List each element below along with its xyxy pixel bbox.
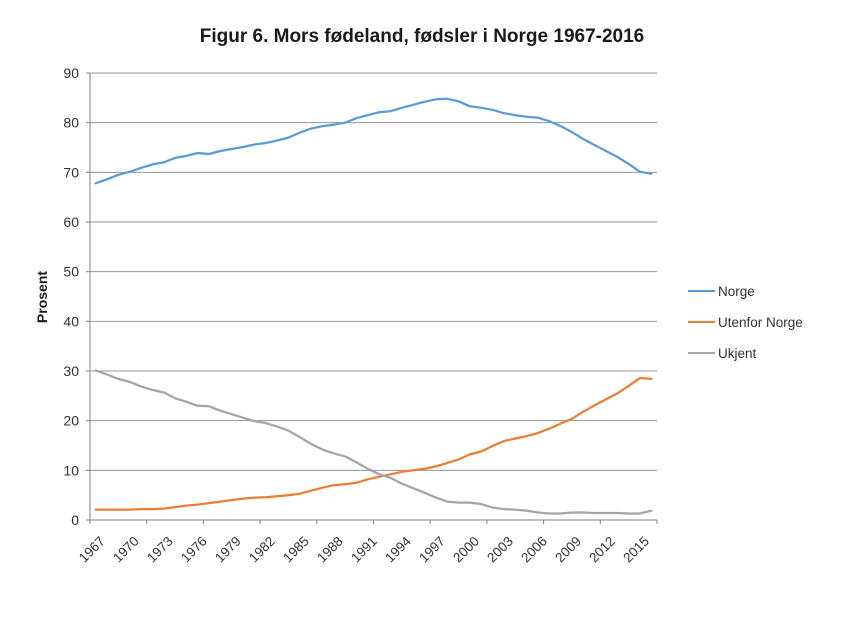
series-line-norge [94,97,653,185]
legend-label-norge: Norge [718,283,755,299]
x-tick-label-1985: 1985 [280,534,312,566]
legend-line-swatch-norge [688,289,715,293]
series-line-ukjent [94,369,653,515]
x-tick-label-1976: 1976 [178,534,210,566]
x-tick-label-1967: 1967 [76,534,108,566]
x-tick-label-1973: 1973 [144,534,176,566]
y-tick-label-10: 10 [63,462,79,478]
y-tick-label-80: 80 [63,115,79,131]
legend: Norge Utenfor Norge Ukjent [688,281,803,374]
y-tick-label-50: 50 [63,264,79,280]
x-tick-label-1970: 1970 [110,534,142,566]
x-tick-label-1988: 1988 [314,534,346,566]
x-tick-label-1991: 1991 [348,534,380,566]
y-tick-label-90: 90 [63,65,79,81]
legend-item-ukjent: Ukjent [688,343,803,363]
y-tick-label-20: 20 [63,413,79,429]
x-tick-label-2015: 2015 [620,534,652,566]
legend-label-ukjent: Ukjent [718,345,757,361]
chart-title: Figur 6. Mors fødeland, fødsler i Norge … [199,26,645,47]
series-line-utenfor-norge [94,376,653,511]
y-tick-label-0: 0 [71,512,79,528]
x-tick-label-1979: 1979 [212,534,244,566]
legend-line-swatch-ukjent [688,351,715,355]
x-tick-label-2003: 2003 [484,534,516,566]
y-tick-label-40: 40 [63,313,79,329]
legend-item-utenfor-norge: Utenfor Norge [688,312,803,332]
y-tick-label-60: 60 [63,214,79,230]
x-tick-label-2006: 2006 [518,534,550,566]
x-tick-label-1994: 1994 [382,533,414,565]
legend-label-utenfor-norge: Utenfor Norge [718,314,803,330]
y-tick-label-70: 70 [63,164,79,180]
x-tick-label-1997: 1997 [416,534,448,566]
y-tick-label-30: 30 [63,363,79,379]
x-tick-label-2000: 2000 [450,534,482,566]
legend-item-norge: Norge [688,281,803,301]
x-tick-label-2012: 2012 [586,534,618,566]
x-tick-label-1982: 1982 [246,534,278,566]
legend-line-swatch-utenfor-norge [688,320,715,324]
x-tick-label-2009: 2009 [552,534,584,566]
